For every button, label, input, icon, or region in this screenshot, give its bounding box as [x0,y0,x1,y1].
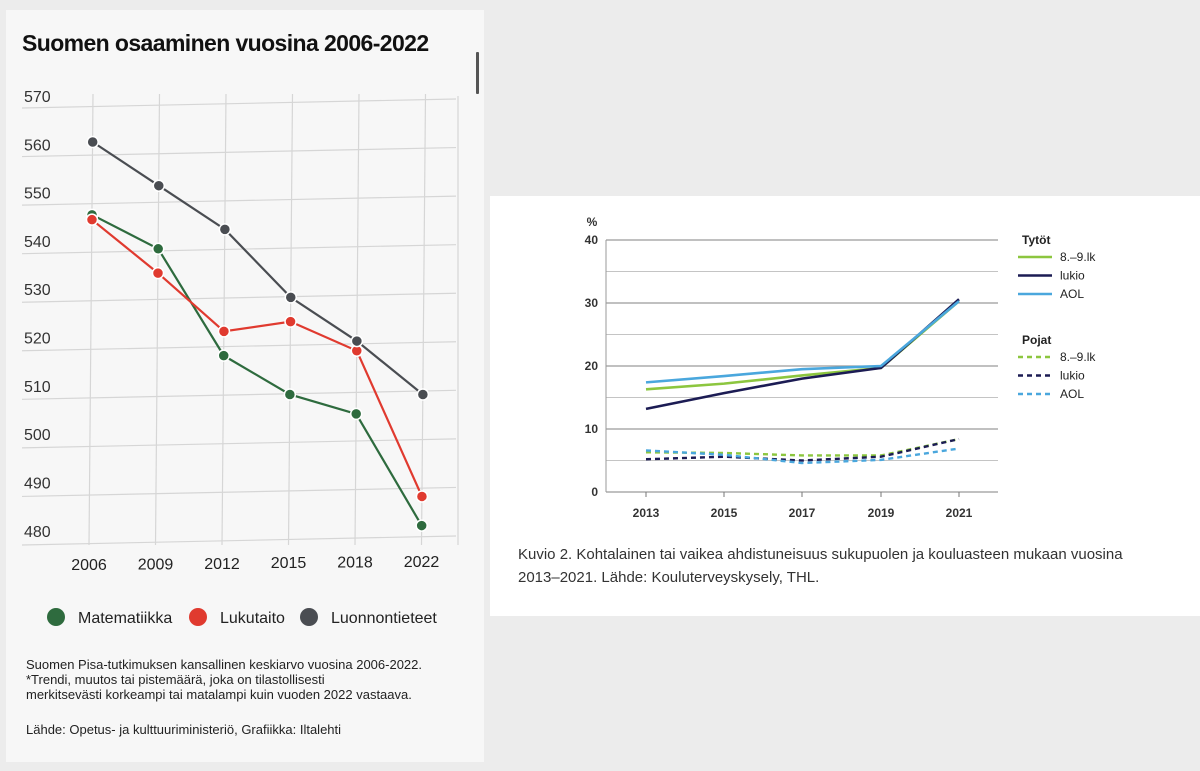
gridline-v [221,93,227,546]
x-tick-label: 2019 [868,506,895,520]
pisa-line-chart: 570 560 550 540 530 520 510 500 490 480 2006 2009 20… [21,89,459,627]
gridline-v [420,93,427,546]
data-point-matematiikka [349,407,363,421]
y-tick-label: 480 [24,524,51,541]
x-tick-label: 2012 [204,556,240,573]
series-line-lukutaito [91,218,423,497]
data-point-luonnontieteet [86,135,99,149]
gridline-h [21,341,457,352]
y-tick-label: 510 [24,379,51,396]
legend-label: 8.–9.lk [1060,350,1096,364]
legend-label: 8.–9.lk [1060,250,1096,264]
pisa-source: Lähde: Opetus- ja kulttuuriministeriö, G… [26,722,342,737]
data-point-luonnontieteet [416,388,430,401]
y-tick-label: 500 [24,427,51,444]
legend-marker [189,608,207,626]
data-point-lukutaito [217,325,231,338]
pisa-chart-title: Suomen osaaminen vuosina 2006-2022 [22,30,429,56]
y-tick-label: 490 [24,475,51,492]
data-point-luonnontieteet [218,223,232,236]
gridline-v [154,93,161,546]
data-point-luonnontieteet [284,291,298,304]
thl-panel [490,196,1200,616]
x-tick-label: 2015 [711,506,738,520]
y-tick-label: 30 [585,296,599,310]
gridline-h [21,438,457,449]
x-tick-label: 2015 [271,555,307,572]
y-tick-label: 520 [24,331,51,348]
legend-label: AOL [1060,287,1084,301]
x-tick-label: 2009 [138,556,174,573]
y-axis-unit: % [587,215,598,229]
gridline-h [21,292,457,303]
legend-marker [47,608,65,626]
data-point-matematiikka [217,349,230,362]
legend-label: lukio [1060,269,1085,283]
series-line-luonnontieteet [92,141,424,396]
data-point-matematiikka [151,242,165,256]
legend-label: Lukutaito [220,610,285,627]
legend-marker [300,608,318,626]
series-line-matematiikka [91,213,423,527]
data-point-lukutaito [85,213,99,226]
x-tick-label: 2017 [789,506,816,520]
y-tick-label: 10 [585,422,599,436]
scrollbar-thumb[interactable] [476,52,479,94]
y-tick-label: 40 [585,233,599,247]
gridline-h [21,244,457,255]
series-line-pojat-lukio [645,437,960,462]
y-tick-label: 0 [591,485,598,499]
data-point-lukutaito [415,490,429,503]
gridline-h [21,98,457,109]
pisa-panel [6,10,484,762]
gridline-h [21,389,457,400]
x-tick-label: 2013 [633,506,660,520]
data-point-lukutaito [151,266,165,280]
y-tick-label: 560 [24,137,51,154]
x-tick-label: 2018 [337,555,373,572]
data-point-luonnontieteet [350,334,364,348]
gridline-v [354,93,360,546]
x-tick-label: 2022 [404,554,440,571]
legend-label: Matematiikka [78,610,172,627]
series-line-tytöt-lk [645,300,960,391]
gridline-h [21,535,457,546]
thl-figure-caption: Kuvio 2. Kohtalainen tai vaikea ahdistun… [518,546,1123,586]
data-point-matematiikka [283,388,297,401]
x-tick-label: 2021 [946,506,973,520]
gridline-v [88,93,94,546]
legend-label: lukio [1060,369,1085,383]
y-tick-label: 570 [24,89,51,106]
legend-label: AOL [1060,387,1084,401]
data-point-lukutaito [284,315,297,328]
y-tick-label: 530 [24,282,51,299]
data-point-luonnontieteet [152,179,166,192]
y-tick-label: 20 [585,359,599,373]
gridline-h [21,486,457,498]
y-tick-label: 540 [24,234,51,251]
series-line-tytöt-aol [645,300,960,384]
y-tick-label: 550 [24,186,51,203]
series-line-tytöt-lukio [645,298,960,411]
data-point-matematiikka [415,519,428,532]
legend-group-title: Pojat [1022,333,1051,347]
pisa-notes: Suomen Pisa-tutkimuksen kansallinen kesk… [26,657,422,702]
legend-group-title: Tytöt [1022,233,1050,247]
gridline-h [21,146,457,158]
x-tick-label: 2006 [71,557,107,574]
series-line-pojat-aol [645,447,960,465]
legend-label: Luonnontieteet [331,610,437,627]
gridline-h [21,195,457,206]
